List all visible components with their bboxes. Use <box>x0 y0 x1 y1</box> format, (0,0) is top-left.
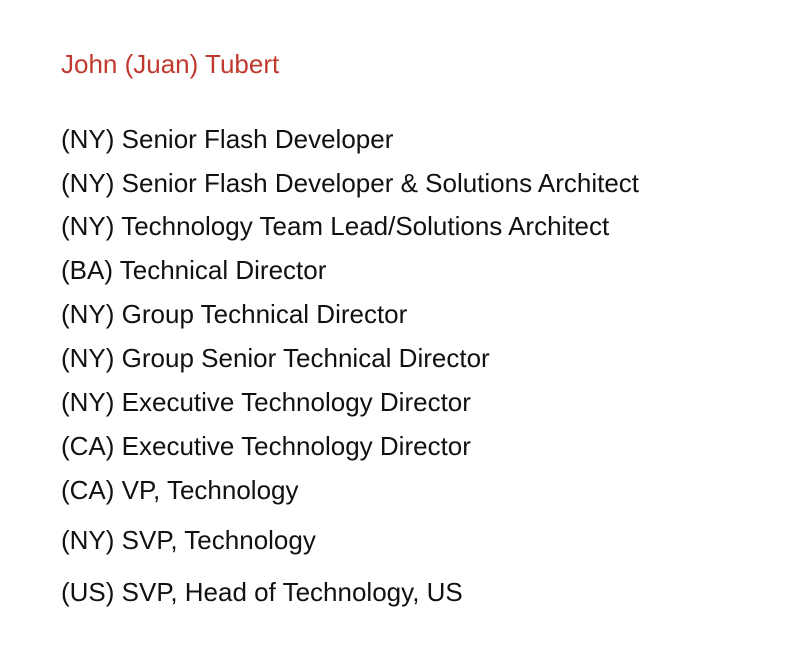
role-item: (CA) Executive Technology Director <box>61 431 471 461</box>
role-item: (NY) Group Technical Director <box>61 299 408 329</box>
role-item: (NY) Senior Flash Developer <box>61 124 394 154</box>
role-item: (NY) SVP, Technology <box>61 525 316 555</box>
role-item: (CA) VP, Technology <box>61 475 299 505</box>
role-item: (NY) Group Senior Technical Director <box>61 343 490 373</box>
role-item: (US) SVP, Head of Technology, US <box>61 577 463 607</box>
role-item: (NY) Executive Technology Director <box>61 387 471 417</box>
role-item: (BA) Technical Director <box>61 255 327 285</box>
role-item: (NY) Technology Team Lead/Solutions Arch… <box>61 211 610 241</box>
person-name: John (Juan) Tubert <box>61 49 280 79</box>
role-item: (NY) Senior Flash Developer & Solutions … <box>61 168 640 198</box>
